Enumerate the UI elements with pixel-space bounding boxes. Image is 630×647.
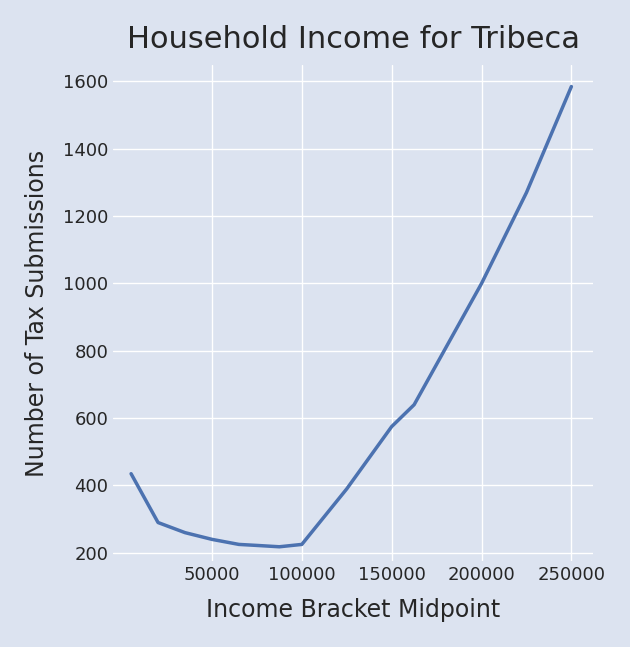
Title: Household Income for Tribeca: Household Income for Tribeca	[127, 25, 580, 54]
X-axis label: Income Bracket Midpoint: Income Bracket Midpoint	[206, 598, 500, 622]
Y-axis label: Number of Tax Submissions: Number of Tax Submissions	[25, 149, 49, 477]
